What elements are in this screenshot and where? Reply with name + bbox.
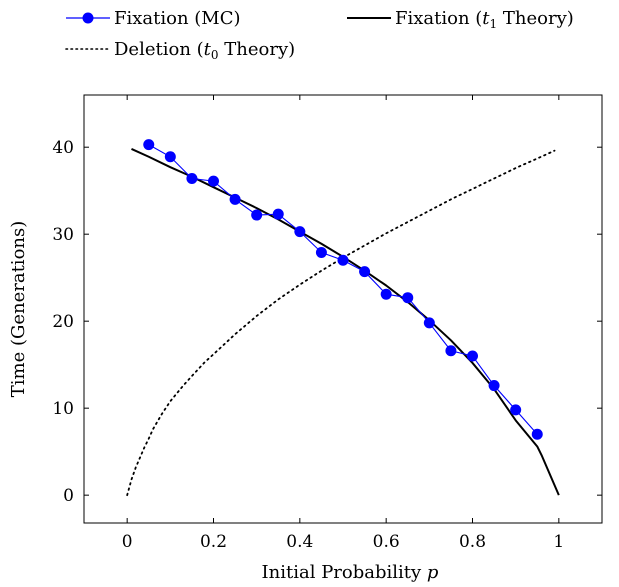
- plot-frame: [83, 94, 603, 524]
- data-point-fixation-mc: [164, 151, 176, 163]
- legend-item-fixation-mc: Fixation (MC): [66, 8, 241, 29]
- data-point-fixation-mc: [272, 208, 284, 220]
- y-tick-label: 20: [52, 312, 74, 332]
- series-line-deletion-t0-theory: [126, 149, 556, 497]
- y-tick-label: 30: [52, 225, 74, 245]
- legend-label-t0-tail: Theory): [219, 39, 296, 60]
- legend-label-t1: Fixation (t1 Theory): [395, 8, 574, 31]
- x-tick-label: 0.6: [373, 532, 400, 552]
- legend-label-t0-main: Deletion (: [114, 39, 204, 60]
- x-axis-label-main: Initial Probability: [262, 562, 427, 583]
- data-point-fixation-mc: [359, 266, 371, 278]
- x-tick-label: 0: [122, 532, 133, 552]
- x-tick-label: 0.4: [286, 532, 313, 552]
- legend-label-mc: Fixation (MC): [114, 8, 241, 29]
- legend-marker-mc: [82, 12, 94, 24]
- data-point-fixation-mc: [488, 380, 500, 392]
- x-tick-label: 0.8: [459, 532, 486, 552]
- x-tick-label: 1: [553, 532, 564, 552]
- legend-label-t1-var: t: [482, 8, 490, 29]
- legend-label-t0-var: t: [204, 39, 212, 60]
- data-point-fixation-mc: [337, 254, 349, 266]
- data-point-fixation-mc: [294, 226, 306, 238]
- y-tick-label: 10: [52, 399, 74, 419]
- data-point-fixation-mc: [423, 317, 435, 329]
- data-point-fixation-mc: [445, 345, 457, 357]
- data-point-fixation-mc: [229, 193, 241, 205]
- data-point-fixation-mc: [467, 350, 478, 362]
- data-point-fixation-mc: [315, 246, 327, 258]
- data-point-fixation-mc: [510, 404, 522, 416]
- data-point-fixation-mc: [380, 288, 392, 300]
- legend-label-t0-sub: 0: [211, 48, 219, 62]
- x-axis-label: Initial Probability p: [262, 562, 439, 583]
- data-point-fixation-mc: [186, 173, 198, 185]
- data-point-fixation-mc: [143, 139, 155, 151]
- y-axis-ticks: 0 10 20 30 40: [52, 138, 602, 506]
- data-point-fixation-mc: [531, 428, 543, 440]
- y-tick-label: 0: [63, 486, 74, 506]
- y-axis-label: Time (Generations): [8, 221, 29, 398]
- x-axis-ticks: 0 0.2 0.4 0.6 0.8 1: [122, 95, 564, 552]
- legend-item-fixation-theory: Fixation (t1 Theory): [347, 8, 574, 31]
- legend-label-t1-tail: Theory): [497, 8, 574, 29]
- y-tick-label: 40: [52, 138, 74, 158]
- x-axis-label-var: p: [427, 562, 439, 583]
- data-point-fixation-mc: [402, 292, 414, 304]
- legend-label-t0: Deletion (t0 Theory): [114, 39, 295, 62]
- series-line-fixation-t1-theory: [131, 148, 560, 496]
- legend: Fixation (MC) Fixation (t1 Theory) Delet…: [65, 8, 574, 62]
- legend-label-t1-sub: 1: [490, 17, 498, 31]
- series-layer: [126, 139, 560, 497]
- legend-item-deletion-theory: Deletion (t0 Theory): [65, 39, 295, 62]
- x-tick-label: 0.2: [200, 532, 227, 552]
- legend-label-t1-main: Fixation (: [395, 8, 482, 29]
- data-point-fixation-mc: [251, 209, 263, 221]
- series-line-fixation-mc: [148, 144, 538, 435]
- data-point-fixation-mc: [208, 175, 219, 187]
